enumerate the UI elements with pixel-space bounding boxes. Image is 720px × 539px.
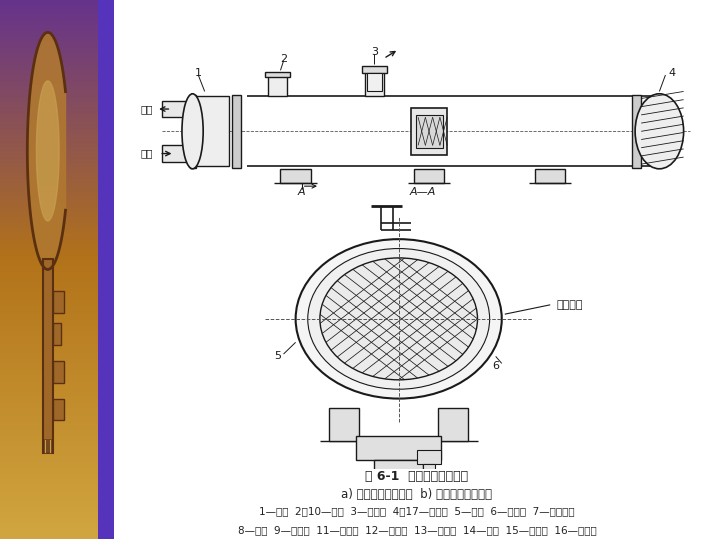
- Bar: [53, 323, 61, 345]
- Text: 水进: 水进: [140, 149, 153, 158]
- Bar: [53, 361, 63, 383]
- Bar: [53, 399, 63, 420]
- Bar: [50, 439, 51, 453]
- Bar: [414, 169, 444, 183]
- Bar: [423, 464, 435, 478]
- Bar: [281, 169, 311, 183]
- Bar: [43, 259, 53, 453]
- Bar: [98, 0, 114, 539]
- Bar: [535, 169, 565, 183]
- Bar: [162, 146, 192, 162]
- Bar: [417, 450, 441, 464]
- Bar: [47, 439, 48, 453]
- Text: 图 6-1  壳管式冷凝器结构: 图 6-1 壳管式冷凝器结构: [365, 469, 469, 482]
- Polygon shape: [37, 81, 59, 221]
- Text: A: A: [298, 187, 305, 197]
- Text: 3: 3: [371, 46, 378, 57]
- Bar: [438, 408, 469, 441]
- Text: A—A: A—A: [410, 187, 436, 197]
- Text: 排管方式: 排管方式: [557, 300, 582, 310]
- Text: a) 卧式壳管式冷凝器  b) 立式壳管式冷凝器: a) 卧式壳管式冷凝器 b) 立式壳管式冷凝器: [341, 488, 492, 501]
- Polygon shape: [27, 32, 66, 270]
- Text: 1—端盖  2、10—壳体  3—进气管  4、17—传热管  5—支架  6—出液管  7—放空气管: 1—端盖 2、10—壳体 3—进气管 4、17—传热管 5—支架 6—出液管 7…: [259, 507, 575, 516]
- Text: 8—水槽  9—安全阀  11—平衡管  12—混合管  13—收油阀  14—端阀  15—压力表  16—进气阀: 8—水槽 9—安全阀 11—平衡管 12—混合管 13—收油阀 14—端阀 15…: [238, 526, 596, 535]
- Bar: [365, 68, 384, 96]
- Text: 4: 4: [668, 68, 675, 78]
- Circle shape: [307, 248, 490, 389]
- Bar: [232, 95, 241, 168]
- Bar: [269, 73, 287, 96]
- Text: 2: 2: [280, 53, 287, 64]
- Bar: [162, 101, 192, 118]
- Bar: [44, 439, 45, 453]
- Bar: [192, 96, 229, 167]
- Text: 5: 5: [274, 351, 281, 361]
- Text: 1: 1: [195, 68, 202, 78]
- Bar: [632, 95, 642, 168]
- Ellipse shape: [182, 94, 203, 169]
- Bar: [411, 108, 447, 155]
- Bar: [415, 115, 443, 148]
- Text: 6: 6: [492, 361, 499, 371]
- Bar: [329, 408, 359, 441]
- Bar: [53, 291, 63, 313]
- Circle shape: [296, 239, 502, 398]
- Bar: [367, 73, 382, 92]
- Text: 水出: 水出: [140, 104, 153, 114]
- Circle shape: [320, 258, 477, 380]
- Bar: [265, 72, 289, 78]
- Bar: [374, 460, 423, 478]
- Bar: [189, 95, 196, 168]
- Bar: [356, 436, 441, 460]
- Bar: [362, 66, 387, 73]
- Ellipse shape: [635, 94, 683, 169]
